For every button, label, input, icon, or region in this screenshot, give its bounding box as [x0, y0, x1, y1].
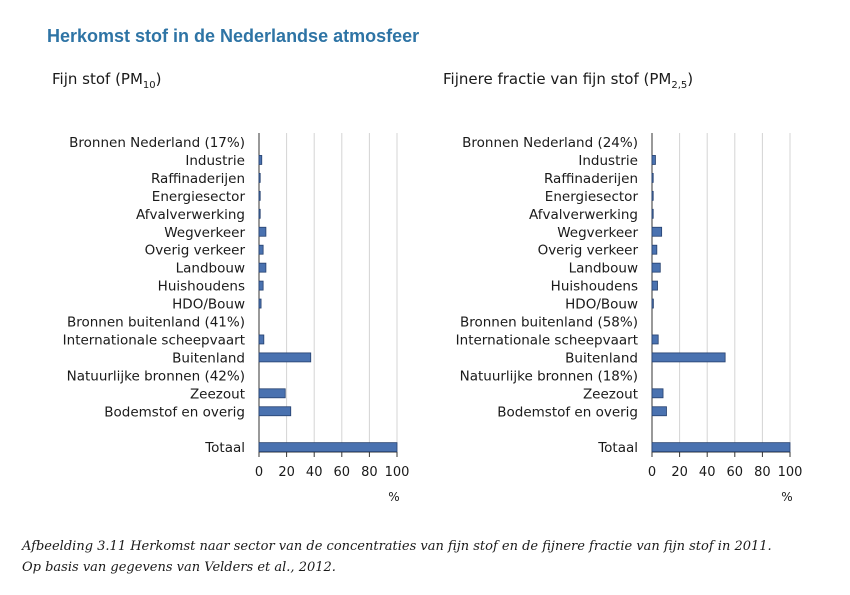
- left-chart-x-tick-label: 80: [361, 465, 378, 480]
- right-chart-bar: [651, 298, 654, 309]
- right-chart-bar: [651, 155, 656, 165]
- right-chart-bar: [651, 280, 658, 291]
- figure-caption: Afbeelding 3.11 Herkomst naar sector van…: [22, 536, 772, 578]
- left-chart-bar: [258, 334, 265, 345]
- left-chart-x-tick-label: 40: [306, 465, 323, 480]
- right-chart-x-tick-label: 100: [778, 465, 803, 480]
- left-chart-bar: [258, 262, 267, 273]
- left-chart-bar: [258, 226, 267, 237]
- left-chart-category-label: Bronnen Nederland (17%): [69, 135, 245, 151]
- right-chart-category-label: Buitenland: [565, 350, 638, 366]
- right-chart-bar: [651, 208, 654, 219]
- right-chart-x-tick-label: 20: [671, 465, 688, 480]
- right-chart-bar: [651, 190, 654, 201]
- left-chart-bar: [258, 388, 286, 399]
- right-chart-bar: [651, 244, 658, 255]
- left-chart-x-tick-label: 20: [278, 465, 295, 480]
- right-chart-category-label: Raffinaderijen: [544, 171, 638, 187]
- right-chart-category-label: Internationale scheepvaart: [456, 332, 638, 348]
- right-chart-category-label: Overig verkeer: [538, 243, 639, 259]
- left-chart-category-label: HDO/Bouw: [172, 297, 245, 313]
- right-chart-category-label: Landbouw: [569, 261, 638, 277]
- page-title: Herkomst stof in de Nederlandse atmosfee…: [47, 26, 420, 46]
- left-chart-title-subscript: 10: [142, 80, 156, 91]
- right-chart-category-label: Wegverkeer: [557, 225, 638, 241]
- right-chart-bar: [651, 388, 664, 399]
- left-chart-category-label: Wegverkeer: [164, 225, 245, 241]
- left-chart-bar: [258, 155, 263, 165]
- left-chart-category-label: Totaal: [204, 440, 245, 456]
- left-chart-bar: [258, 352, 312, 363]
- right-bar-chart: Bronnen Nederland (24%) Industrie Raffinad…: [456, 133, 803, 504]
- left-chart-category-label: Raffinaderijen: [151, 171, 245, 187]
- left-chart-bar: [258, 190, 261, 201]
- left-chart-category-label: Buitenland: [172, 350, 245, 366]
- right-chart-x-tick-label: 0: [648, 465, 656, 480]
- left-chart-category-label: Industrie: [185, 153, 245, 169]
- right-chart-category-label: Zeezout: [583, 386, 638, 402]
- right-chart-x-tick-label: 60: [727, 465, 744, 480]
- right-chart-x-tick-label: 80: [754, 465, 771, 480]
- right-chart-title-subscript: 2,5: [671, 80, 688, 91]
- right-chart-category-label: Bodemstof en overig: [497, 404, 638, 420]
- right-chart-x-axis-label: %: [781, 490, 792, 504]
- right-chart-category-label: Bronnen Nederland (24%): [462, 135, 638, 151]
- right-chart-category-label: Huishoudens: [551, 279, 638, 295]
- left-chart-x-tick-label: 0: [255, 465, 263, 480]
- left-chart-category-label: Internationale scheepvaart: [63, 332, 245, 348]
- left-chart-category-label: Bodemstof en overig: [104, 404, 245, 420]
- right-chart-bar: [651, 442, 791, 453]
- left-chart-x-tick-label: 100: [385, 465, 410, 480]
- left-chart-title: Fijn stof (PM10): [52, 70, 162, 91]
- right-chart-bar: [651, 262, 661, 273]
- left-chart-bar: [258, 442, 398, 453]
- right-chart-category-label: Industrie: [578, 153, 638, 169]
- caption-line-2: Op basis van gegevens van Velders et al.…: [22, 560, 336, 575]
- right-chart-bar: [651, 352, 726, 363]
- right-chart-bar: [651, 172, 654, 183]
- right-chart-bar: [651, 226, 663, 237]
- left-chart-category-label: Natuurlijke bronnen (42%): [67, 368, 245, 384]
- right-chart-category-label: HDO/Bouw: [565, 297, 638, 313]
- left-chart-category-label: Bronnen buitenland (41%): [67, 315, 245, 331]
- left-chart-category-label: Afvalverwerking: [136, 207, 245, 223]
- left-chart-category-label: Zeezout: [190, 386, 245, 402]
- caption-line-1: Afbeelding 3.11 Herkomst naar sector van…: [22, 539, 772, 554]
- left-chart-bar: [258, 244, 264, 255]
- left-chart-title-end: ): [155, 70, 162, 88]
- left-chart-title-main: Fijn stof (PM: [52, 70, 143, 88]
- right-chart-category-label: Totaal: [597, 440, 638, 456]
- left-chart-category-label: Energiesector: [152, 189, 246, 205]
- left-chart-category-label: Landbouw: [176, 261, 245, 277]
- right-chart-category-label: Energiesector: [545, 189, 639, 205]
- left-chart-x-axis-label: %: [388, 490, 399, 504]
- left-bar-chart: Bronnen Nederland (17%) Industrie Raffinad…: [63, 133, 410, 504]
- right-chart-bar: [651, 406, 667, 417]
- left-chart-bar: [258, 406, 292, 417]
- left-chart-bar: [258, 280, 264, 291]
- right-chart-category-label: Natuurlijke bronnen (18%): [460, 368, 638, 384]
- right-chart-bar: [651, 334, 659, 345]
- left-chart-category-label: Overig verkeer: [145, 243, 246, 259]
- right-chart-title-end: ): [687, 70, 694, 88]
- right-chart-title-main: Fijnere fractie van fijn stof (PM: [443, 70, 672, 88]
- left-chart-bar: [258, 208, 261, 219]
- right-chart-category-label: Afvalverwerking: [529, 207, 638, 223]
- right-chart-category-label: Bronnen buitenland (58%): [460, 315, 638, 331]
- left-chart-category-label: Huishoudens: [158, 279, 245, 295]
- right-chart-x-tick-label: 40: [699, 465, 716, 480]
- left-chart-bar: [258, 298, 262, 309]
- left-chart-bar: [258, 172, 261, 183]
- right-chart-title: Fijnere fractie van fijn stof (PM2,5): [443, 70, 693, 91]
- left-chart-x-tick-label: 60: [334, 465, 351, 480]
